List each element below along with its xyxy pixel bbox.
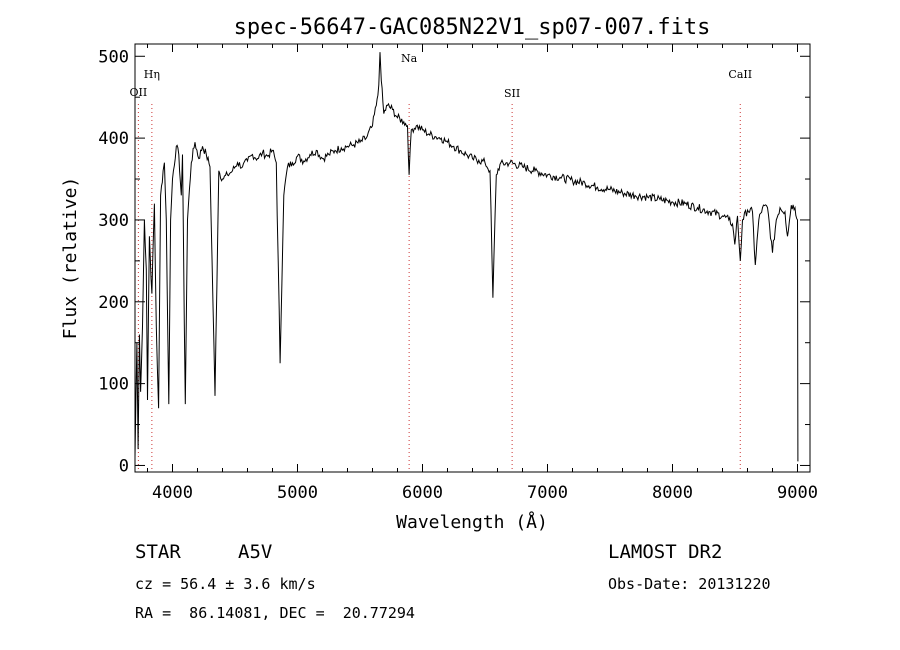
coordinates-text: RA = 86.14081, DEC = 20.77294 <box>135 604 415 622</box>
x-axis-label: Wavelength (Å) <box>396 511 548 533</box>
plot-frame <box>134 43 811 473</box>
y-tick-label: 400 <box>98 129 129 149</box>
y-tick-label: 500 <box>98 47 129 67</box>
line-label-hη: Hη <box>144 68 160 81</box>
x-tick-label: 7000 <box>527 483 568 503</box>
y-tick-label: 100 <box>98 375 129 395</box>
x-tick-label: 9000 <box>777 483 818 503</box>
x-tick-label: 8000 <box>652 483 693 503</box>
y-axis-label: Flux (relative) <box>60 177 81 340</box>
chart-title: spec-56647-GAC085N22V1_sp07-007.fits <box>234 15 711 40</box>
redshift-text: cz = 56.4 ± 3.6 km/s <box>135 575 316 593</box>
line-label-na: Na <box>401 52 418 65</box>
x-tick-label: 6000 <box>402 483 443 503</box>
x-axis-ticks: 4000 5000 6000 7000 8000 9000 <box>147 44 818 503</box>
line-label-oii: OII <box>130 86 148 99</box>
x-tick-label: 4000 <box>152 483 193 503</box>
object-type: STAR <box>135 541 181 563</box>
emission-line-markers: OII Hη Na SII CaII <box>130 52 752 472</box>
y-tick-label: 0 <box>119 456 129 476</box>
line-label-caii: CaII <box>728 68 752 81</box>
obs-date-text: Obs-Date: 20131220 <box>608 575 771 593</box>
x-tick-label: 5000 <box>277 483 318 503</box>
spectrum-line <box>134 52 799 462</box>
line-label-sii: SII <box>504 87 520 100</box>
y-tick-label: 200 <box>98 293 129 313</box>
y-tick-label: 300 <box>98 211 129 231</box>
spectral-subclass: A5V <box>238 541 273 563</box>
y-axis-ticks: 0 100 200 300 400 500 <box>98 47 810 476</box>
survey-name: LAMOST DR2 <box>608 541 723 563</box>
